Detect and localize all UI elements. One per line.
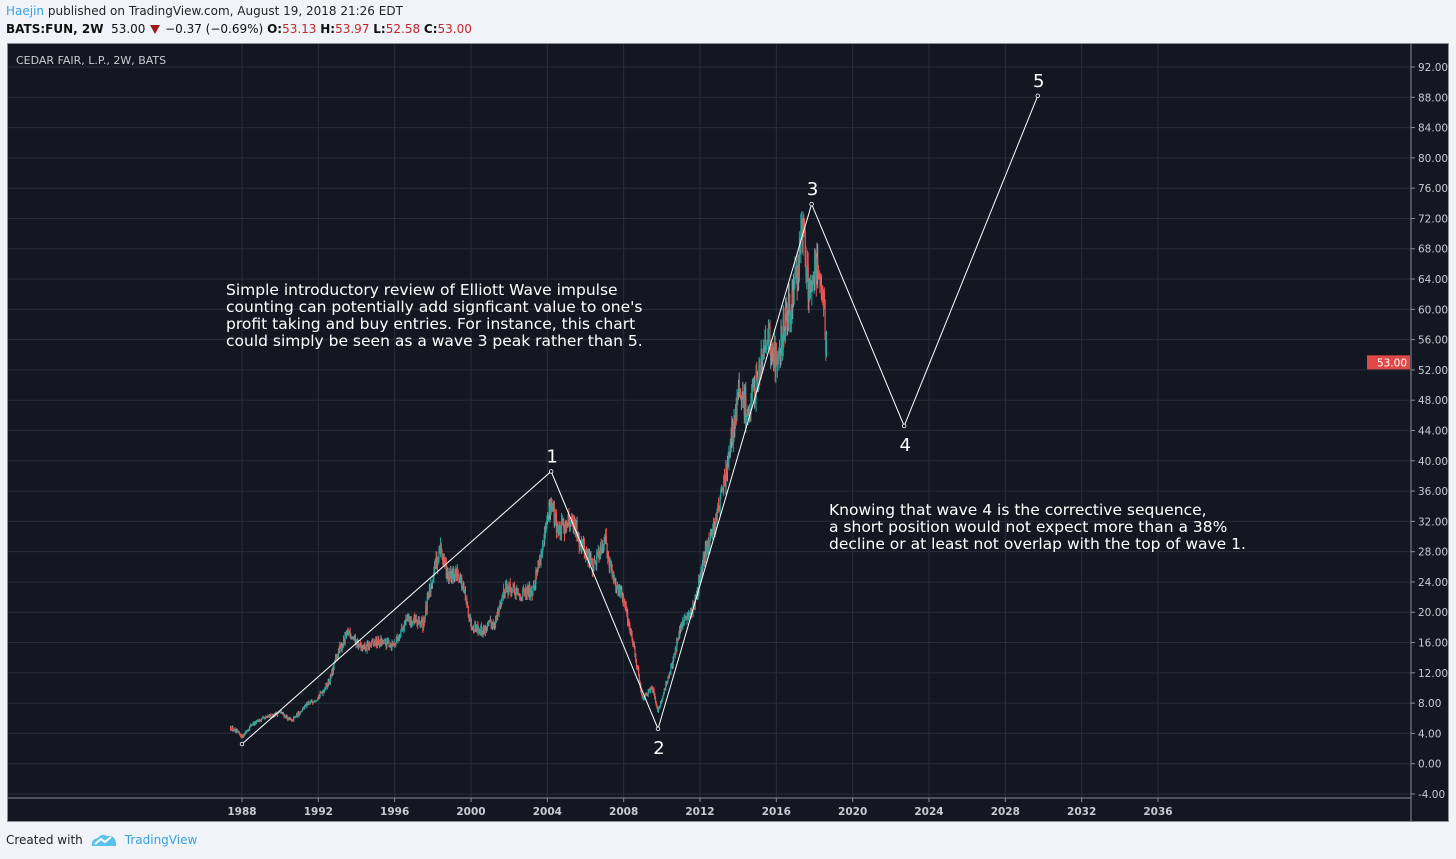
annotation-wave4: Knowing that wave 4 is the corrective se…	[829, 501, 1246, 553]
y-tick-label: 56.00	[1418, 335, 1448, 347]
x-tick-label: 2008	[609, 806, 638, 818]
price-change: −0.37 (−0.69%)	[165, 22, 264, 36]
y-tick-label: 60.00	[1418, 304, 1448, 316]
low-value: 52.58	[385, 22, 421, 36]
annotation-intro: Simple introductory review of Elliott Wa…	[226, 281, 643, 350]
y-tick-label: 8.00	[1418, 698, 1441, 710]
y-tick-label: 0.00	[1418, 759, 1441, 771]
tradingview-link[interactable]: TradingView	[124, 833, 198, 847]
publish-info: Haejin published on TradingView.com, Aug…	[6, 4, 403, 18]
ohlc-legend: BATS:FUN, 2W 53.00 −0.37 (−0.69%) O:53.1…	[6, 22, 472, 36]
high-label: H:	[320, 22, 336, 36]
chart-title: CEDAR FAIR, L.P., 2W, BATS	[16, 54, 167, 67]
y-tick-label: 72.00	[1418, 213, 1448, 225]
y-tick-label: 76.00	[1418, 183, 1448, 195]
y-tick-label: 24.00	[1418, 577, 1448, 589]
close-label: C:	[423, 22, 438, 36]
y-tick-label: 36.00	[1418, 486, 1448, 498]
y-tick-label: 92.00	[1418, 62, 1448, 74]
x-tick-label: 2012	[685, 806, 714, 818]
y-tick-label: 20.00	[1418, 607, 1448, 619]
price-plot: 92.00 88.00 84.00 80.00 76.00 72.00 68.00 64.00…	[8, 44, 1448, 821]
wave-label-4: 4	[899, 435, 910, 456]
wave-label-5: 5	[1033, 71, 1044, 92]
y-tick-label: 32.00	[1418, 516, 1448, 528]
y-tick-label: 40.00	[1418, 456, 1448, 468]
elliott-wave-line	[241, 95, 1039, 745]
y-tick-label: 12.00	[1418, 668, 1448, 680]
x-tick-label: 2000	[456, 806, 485, 818]
close-value: 53.00	[437, 22, 472, 36]
x-tick-label: 1988	[227, 806, 256, 818]
last-price-tag-label: 53.00	[1377, 357, 1407, 369]
y-tick-label: 84.00	[1418, 123, 1448, 135]
tradingview-logo-icon	[91, 834, 116, 846]
last-price: 53.00	[111, 22, 146, 36]
wave-point	[1035, 93, 1040, 98]
wave-point	[655, 726, 661, 732]
wave-point	[809, 201, 814, 207]
wave-point	[901, 423, 907, 429]
created-with-text: Created with	[6, 833, 83, 847]
wave-label-1: 1	[546, 446, 557, 467]
x-tick-label: 1992	[304, 806, 333, 818]
y-tick-label: 28.00	[1418, 547, 1448, 559]
wave-label-2: 2	[653, 738, 664, 759]
x-tick-label: 2004	[533, 806, 562, 818]
down-arrow-icon	[150, 25, 161, 34]
open-label: O:	[267, 22, 283, 36]
footer: Created with TradingView	[6, 833, 197, 847]
symbol-label: BATS:FUN, 2W	[6, 22, 104, 36]
y-tick-label: 64.00	[1418, 274, 1448, 286]
y-tick-label: 4.00	[1418, 728, 1441, 740]
y-tick-label: 48.00	[1418, 395, 1448, 407]
y-tick-label: -4.00	[1418, 789, 1445, 801]
y-tick-label: 52.00	[1418, 365, 1448, 377]
author-link[interactable]: Haejin	[6, 4, 45, 18]
high-value: 53.97	[335, 22, 370, 36]
y-tick-label: 88.00	[1418, 92, 1448, 104]
x-tick-label: 2024	[914, 806, 943, 818]
y-tick-label: 68.00	[1418, 244, 1448, 256]
x-tick-label: 2020	[838, 806, 867, 818]
wave-point	[548, 469, 554, 474]
y-tick-label: 80.00	[1418, 153, 1448, 165]
low-label: L:	[373, 22, 386, 36]
wave-point	[239, 741, 245, 747]
open-value: 53.13	[282, 22, 317, 36]
published-text: published on TradingView.com, August 19,…	[47, 4, 403, 18]
wave-label-3: 3	[807, 179, 818, 200]
y-tick-label: 16.00	[1418, 638, 1448, 650]
candles	[229, 211, 828, 739]
chart-pane[interactable]: CEDAR FAIR, L.P., 2W, BATS Simple introd…	[7, 43, 1449, 822]
x-tick-label: 2032	[1067, 806, 1096, 818]
x-tick-label: 1996	[380, 806, 409, 818]
x-tick-label: 2028	[991, 806, 1020, 818]
x-tick-label: 2016	[762, 806, 791, 818]
y-tick-label: 44.00	[1418, 425, 1448, 437]
x-tick-label: 2036	[1143, 806, 1172, 818]
last-price-tag	[1367, 355, 1410, 370]
